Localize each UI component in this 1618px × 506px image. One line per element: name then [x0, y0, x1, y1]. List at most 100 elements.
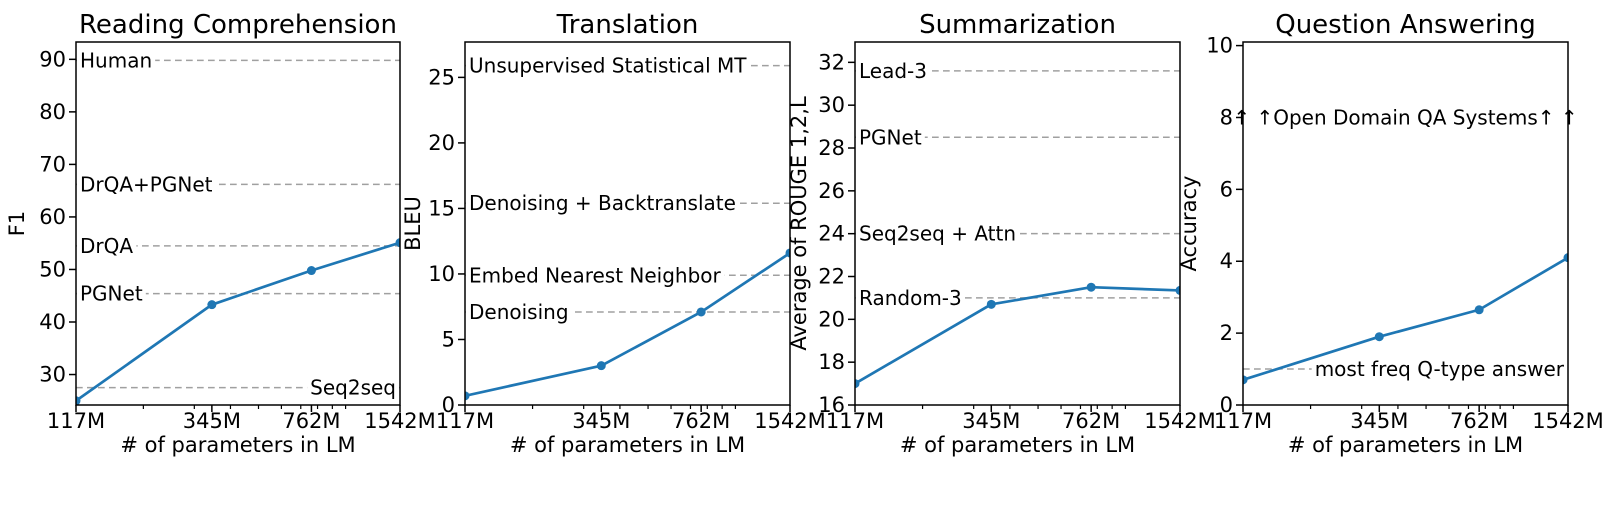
- data-point-marker: [1243, 375, 1248, 385]
- y-tick-label: 25: [428, 65, 455, 89]
- baseline-label-bg: [1311, 356, 1568, 383]
- y-tick-label: 8: [1220, 105, 1233, 129]
- series-line: [1243, 256, 1568, 382]
- y-tick-label: 4: [1220, 249, 1233, 273]
- y-tick-label: 32: [818, 50, 845, 74]
- data-point-marker: [596, 361, 606, 371]
- x-axis-label: # of parameters in LM: [1288, 433, 1523, 457]
- x-tick-label: 117M: [47, 409, 105, 433]
- y-tick-label: 22: [818, 265, 845, 289]
- data-point-marker: [785, 248, 790, 258]
- x-tick-label: 1542M: [1144, 409, 1216, 433]
- annotation-text: ↑ ↑Open Domain QA Systems↑ ↑: [1233, 105, 1577, 129]
- baseline-label-bg: [466, 52, 751, 79]
- baseline-label-bg: [77, 171, 216, 198]
- y-tick-label: 30: [39, 363, 66, 387]
- data-point-marker: [1086, 282, 1096, 292]
- y-tick-label: 30: [818, 93, 845, 117]
- y-tick-label: 40: [39, 310, 66, 334]
- data-point-marker: [1563, 253, 1568, 263]
- data-point-marker: [1374, 332, 1384, 342]
- y-tick-label: 60: [39, 205, 66, 229]
- baseline-label: Unsupervised Statistical MT: [469, 54, 747, 78]
- baseline-label-bg: [77, 232, 137, 259]
- y-tick-label: 15: [428, 196, 455, 220]
- y-tick-label: 5: [442, 327, 455, 351]
- axes-frame: [1242, 41, 1569, 406]
- y-tick-label: 24: [818, 222, 845, 246]
- baseline-label: PGNet: [80, 282, 143, 306]
- x-tick-label: 1542M: [1532, 409, 1604, 433]
- chart-title: Translation: [556, 10, 699, 40]
- baseline-label: Human: [80, 48, 152, 72]
- data-point-marker: [76, 396, 81, 405]
- baseline-label-bg: [466, 262, 725, 289]
- x-tick-label: 117M: [1214, 409, 1272, 433]
- axes-frame: [464, 41, 791, 406]
- baseline-label-bg: [77, 280, 146, 307]
- baseline-label: Random-3: [859, 286, 962, 310]
- data-point-marker: [395, 238, 400, 248]
- baseline-label: Seq2seq + Attn: [859, 222, 1016, 246]
- baseline-label: Seq2seq: [310, 376, 396, 400]
- x-tick-label: 762M: [672, 409, 730, 433]
- x-tick-label: 345M: [183, 409, 241, 433]
- y-tick-label: 90: [39, 47, 66, 71]
- data-point-marker: [1175, 285, 1180, 295]
- panel-question-answering: most freq Q-type answer ↑ ↑Open Domain QA…: [1177, 10, 1604, 457]
- baseline-label: PGNet: [859, 125, 922, 149]
- baseline-label-bg: [856, 284, 965, 311]
- series-line: [855, 285, 1180, 385]
- y-tick-label: 10: [1206, 34, 1233, 58]
- y-axis-label: BLEU: [401, 196, 425, 251]
- y-tick-label: 0: [1220, 393, 1233, 417]
- x-tick-label: 117M: [436, 409, 494, 433]
- baseline-label-bg: [77, 47, 156, 74]
- x-tick-label: 345M: [962, 409, 1020, 433]
- data-point-marker: [986, 299, 996, 309]
- series-line: [465, 251, 790, 398]
- data-point-marker: [1474, 305, 1484, 315]
- x-tick-label: 345M: [1350, 409, 1408, 433]
- x-tick-label: 117M: [826, 409, 884, 433]
- y-tick-label: 50: [39, 257, 66, 281]
- x-axis-label: # of parameters in LM: [120, 433, 355, 457]
- baseline-label: DrQA: [80, 234, 133, 258]
- y-tick-label: 80: [39, 100, 66, 124]
- baseline-label: Denoising + Backtranslate: [469, 191, 736, 215]
- axes-frame: [854, 41, 1181, 406]
- baseline-label: Embed Nearest Neighbor: [469, 263, 722, 287]
- baseline-label-bg: [856, 124, 925, 151]
- y-axis-label: Average of ROUGE 1,2,L: [787, 96, 811, 351]
- series-line: [76, 241, 400, 402]
- data-point-marker: [465, 391, 470, 401]
- x-axis-label: # of parameters in LM: [510, 433, 745, 457]
- data-point-marker: [207, 300, 217, 310]
- x-tick-label: 762M: [1450, 409, 1508, 433]
- y-tick-label: 26: [818, 179, 845, 203]
- y-axis-label: Accuracy: [1177, 176, 1201, 272]
- y-tick-label: 6: [1220, 177, 1233, 201]
- data-point-marker: [696, 307, 706, 317]
- baseline-label-bg: [856, 57, 930, 84]
- y-axis-label: F1: [5, 211, 29, 236]
- y-tick-label: 20: [428, 131, 455, 155]
- baseline-label: Lead-3: [859, 59, 927, 83]
- data-point-marker: [855, 379, 860, 389]
- y-tick-label: 18: [818, 350, 845, 374]
- x-tick-label: 1542M: [364, 409, 436, 433]
- y-tick-label: 16: [818, 393, 845, 417]
- chart-title: Question Answering: [1275, 10, 1536, 40]
- data-point-marker: [306, 266, 316, 276]
- y-tick-label: 2: [1220, 321, 1233, 345]
- baseline-label-bg: [466, 298, 572, 325]
- panel-translation: Unsupervised Statistical MT Denoising + B…: [401, 10, 826, 457]
- chart-title: Reading Comprehension: [79, 10, 397, 40]
- x-tick-label: 1542M: [754, 409, 826, 433]
- baseline-label: DrQA+PGNet: [80, 172, 213, 196]
- y-tick-label: 10: [428, 262, 455, 286]
- x-tick-label: 762M: [1062, 409, 1120, 433]
- baseline-label-bg: [307, 374, 399, 401]
